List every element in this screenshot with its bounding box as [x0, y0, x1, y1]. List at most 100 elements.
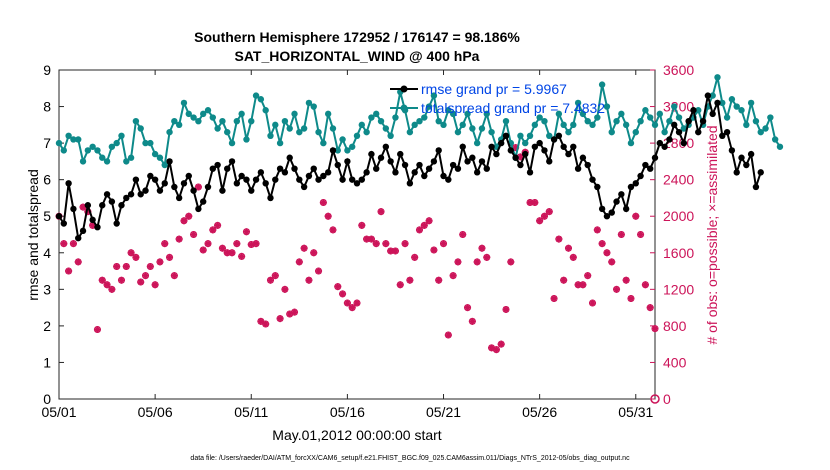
- series-point: [300, 183, 308, 191]
- obs-assimilated-point: [185, 212, 193, 220]
- series-point: [608, 128, 615, 136]
- x-tick-label: 05/31: [618, 404, 653, 420]
- series-totalspread: [55, 74, 784, 169]
- obs-assimilated-point: [329, 226, 337, 234]
- series-point: [219, 187, 226, 194]
- obs-assimilated-point: [247, 241, 255, 249]
- obs-assimilated-point: [69, 240, 77, 248]
- series-point: [166, 158, 173, 165]
- series-point: [195, 205, 202, 213]
- series-point: [392, 169, 399, 176]
- series-point: [526, 132, 534, 139]
- series-point: [315, 128, 322, 136]
- series-point: [522, 139, 529, 147]
- series-point: [368, 150, 375, 158]
- series-point: [719, 99, 726, 107]
- obs-assimilated-point: [651, 325, 659, 333]
- series-point: [329, 125, 337, 132]
- series-point: [421, 172, 428, 180]
- series-point: [65, 180, 72, 187]
- series-point: [175, 121, 183, 129]
- obs-assimilated-point: [286, 310, 294, 318]
- series-point: [680, 125, 688, 132]
- series-point: [637, 117, 644, 125]
- series-point: [651, 154, 659, 161]
- series-point: [401, 161, 409, 169]
- series-point: [445, 107, 452, 114]
- obs-assimilated-point: [516, 153, 524, 161]
- obs-assimilated-point: [281, 285, 289, 293]
- series-point: [300, 125, 308, 132]
- series-point: [622, 121, 630, 129]
- series-point: [627, 139, 635, 147]
- series-point: [89, 143, 96, 150]
- series-point: [502, 132, 510, 139]
- x-tick-label: 05/01: [41, 404, 76, 420]
- series-point: [281, 117, 289, 125]
- series-point: [560, 121, 567, 129]
- series-point: [55, 139, 63, 147]
- series-point: [70, 136, 77, 143]
- series-point: [733, 103, 740, 110]
- series-point: [291, 110, 298, 118]
- series-point: [608, 209, 615, 216]
- series-point: [348, 143, 356, 150]
- obs-assimilated-point: [502, 305, 510, 313]
- series-point: [368, 114, 375, 121]
- y-left-tick-label: 6: [43, 172, 51, 188]
- series-point: [728, 96, 736, 103]
- obs-assimilated-point: [584, 272, 592, 280]
- series-point: [387, 132, 394, 139]
- obs-assimilated-point: [151, 281, 159, 289]
- series-point: [618, 191, 625, 198]
- y-axis-label-left: rmse and totalspread: [25, 169, 41, 301]
- series-point: [310, 103, 317, 110]
- series-point: [166, 128, 173, 136]
- series-point: [132, 117, 140, 125]
- series-point: [671, 103, 678, 110]
- series-point: [771, 136, 779, 143]
- series-point: [348, 176, 356, 183]
- series-point: [541, 117, 548, 125]
- series-point: [151, 176, 159, 183]
- series-point: [127, 154, 135, 161]
- series-point: [493, 150, 500, 158]
- series-point: [589, 121, 596, 129]
- obs-assimilated-point: [574, 281, 582, 289]
- series-point: [377, 117, 385, 125]
- series-point: [738, 154, 745, 161]
- series-point: [147, 172, 154, 180]
- series-point: [430, 158, 438, 165]
- series-point: [358, 176, 366, 183]
- series-point: [272, 176, 279, 183]
- obs-assimilated-point: [89, 221, 97, 229]
- series-point: [613, 198, 620, 205]
- series-point: [517, 161, 524, 169]
- obs-assimilated-point: [156, 258, 164, 266]
- series-point: [344, 158, 351, 165]
- obs-assimilated-point: [430, 246, 438, 254]
- series-point: [714, 74, 721, 81]
- series-point: [469, 154, 476, 161]
- series-point: [60, 220, 68, 227]
- series-point: [353, 132, 361, 139]
- series-point: [421, 114, 428, 121]
- obs-assimilated-point: [108, 285, 116, 293]
- series-point: [190, 187, 197, 194]
- series-point: [363, 169, 370, 176]
- y-right-tick-label: 2000: [663, 208, 694, 224]
- series-point: [546, 132, 553, 139]
- obs-assimilated-point: [454, 258, 462, 266]
- series-point: [618, 110, 625, 118]
- obs-assimilated-point: [315, 267, 323, 275]
- series-point: [171, 117, 178, 125]
- obs-assimilated-point: [204, 240, 212, 248]
- series-point: [334, 147, 341, 154]
- series-point: [464, 110, 471, 118]
- series-point: [449, 161, 457, 169]
- series-point: [723, 114, 731, 121]
- obs-assimilated-point: [266, 276, 274, 284]
- obs-assimilated-point: [117, 276, 125, 284]
- obs-assimilated-point: [214, 221, 222, 229]
- series-point: [118, 202, 125, 209]
